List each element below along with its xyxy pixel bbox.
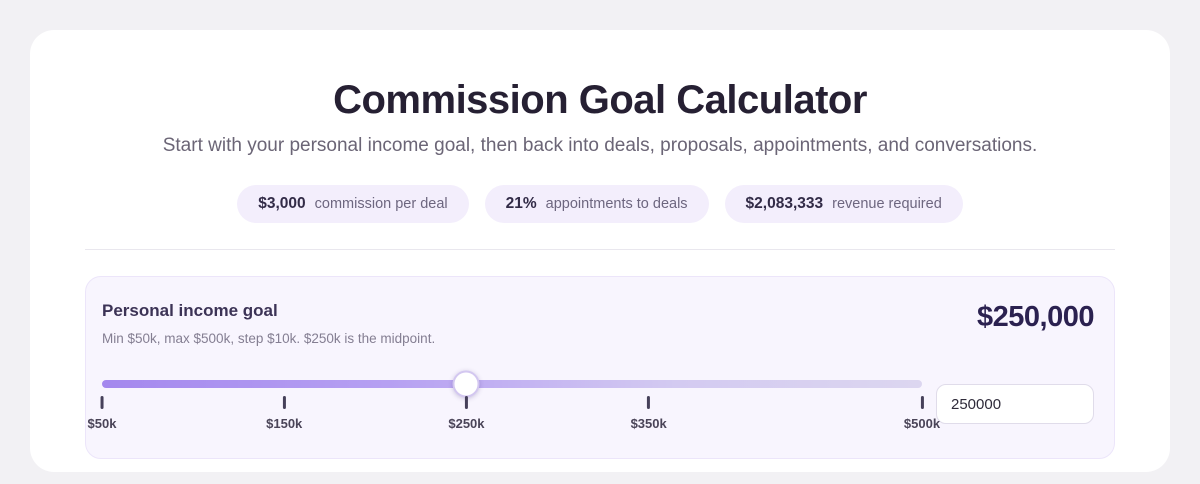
goal-head-left: Personal income goal Min $50k, max $500k… (102, 301, 435, 346)
tick-label: $250k (448, 416, 485, 431)
slider-thumb[interactable] (452, 370, 480, 398)
header: Commission Goal Calculator Start with yo… (30, 78, 1170, 157)
slider-row: $50k $150k $250k $350k (88, 370, 1094, 440)
tick-label: $50k (87, 416, 117, 431)
tick-50k: $50k (87, 396, 117, 431)
stat-label: appointments to deals (545, 196, 688, 212)
tick-500k: $500k (904, 396, 940, 431)
tick-mark (464, 396, 468, 409)
slider: $50k $150k $250k $350k (88, 370, 940, 440)
divider (85, 249, 1115, 250)
page-subtitle: Start with your personal income goal, th… (162, 135, 1038, 156)
tick-label: $350k (630, 416, 667, 431)
stats-row: $3,000 commission per deal 21% appointme… (30, 185, 1170, 223)
personal-income-goal-panel: Personal income goal Min $50k, max $500k… (85, 276, 1115, 459)
stat-value: 21% (505, 195, 537, 212)
slider-ticks: $50k $150k $250k $350k (88, 396, 940, 440)
stat-pill-revenue-required: $2,083,333 revenue required (724, 185, 963, 223)
tick-250k: $250k (448, 396, 485, 431)
stat-pill-appointments-to-deals: 21% appointments to deals (484, 185, 709, 223)
goal-helper-text: Min $50k, max $500k, step $10k. $250k is… (102, 331, 436, 346)
tick-label: $150k (266, 416, 303, 431)
tick-mark (920, 396, 924, 409)
stat-value: $2,083,333 (745, 195, 824, 212)
tick-150k: $150k (266, 396, 302, 431)
slider-track[interactable] (102, 370, 922, 398)
main-card: Commission Goal Calculator Start with yo… (30, 30, 1170, 472)
page-title: Commission Goal Calculator (333, 78, 867, 122)
stat-value: $3,000 (258, 195, 306, 212)
tick-label: $500k (903, 416, 941, 431)
goal-amount-input[interactable] (936, 384, 1094, 424)
stat-label: commission per deal (314, 196, 448, 212)
goal-head: Personal income goal Min $50k, max $500k… (102, 301, 1094, 346)
goal-display-value: $250,000 (977, 301, 1094, 333)
stat-label: revenue required (832, 196, 942, 212)
tick-350k: $350k (631, 396, 667, 431)
tick-mark (282, 396, 286, 409)
stat-pill-commission-per-deal: $3,000 commission per deal (237, 185, 469, 223)
tick-mark (100, 396, 104, 409)
goal-title: Personal income goal (102, 301, 278, 320)
tick-mark (647, 396, 651, 409)
